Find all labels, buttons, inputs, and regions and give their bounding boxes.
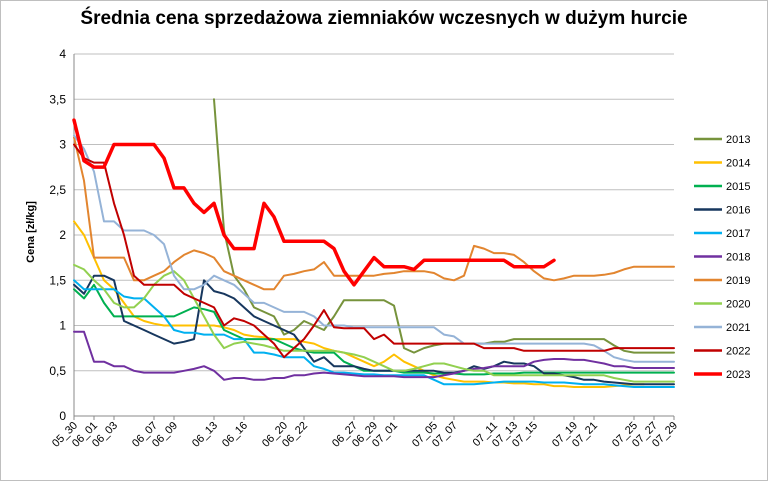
series-line-2018 <box>73 330 675 381</box>
legend-label-2021: 2021 <box>726 322 750 334</box>
y-tick-label: 3 <box>59 138 66 152</box>
series-line-2023 <box>72 118 556 287</box>
y-tick-label: 0 <box>59 409 66 423</box>
legend-label-2014: 2014 <box>726 158 750 170</box>
y-tick-label: 3,5 <box>49 92 66 106</box>
legend-label-2019: 2019 <box>726 275 750 287</box>
series-line-2019 <box>73 136 675 291</box>
series-line-2014 <box>73 220 645 388</box>
series-line-2013 <box>213 98 675 354</box>
x-tick-label: 06_16 <box>220 420 250 450</box>
y-axis-label: Cena [zł/kg] <box>25 201 37 263</box>
series-line-2021 <box>73 134 675 363</box>
legend-label-2020: 2020 <box>726 299 750 311</box>
legend-label-2017: 2017 <box>726 228 750 240</box>
series-line-2016 <box>73 274 675 386</box>
series-line-2020 <box>73 263 675 383</box>
y-tick-label: 1,5 <box>49 273 66 287</box>
chart-title: Średnia cena sprzedażowa ziemniaków wcze… <box>80 8 688 29</box>
legend-label-2015: 2015 <box>726 181 750 193</box>
y-tick-label: 2 <box>59 228 66 242</box>
legend: 2013 2014 2015 2016 2017 2018 2019 2020 2021 2022… <box>694 134 750 381</box>
legend-label-2022: 2022 <box>726 346 750 358</box>
legend-label-2023: 2023 <box>726 369 750 381</box>
y-tick-label: 2,5 <box>49 183 66 197</box>
x-tick-label: 06_13 <box>190 420 220 450</box>
legend-label-2018: 2018 <box>726 252 750 264</box>
series-lines <box>72 98 675 388</box>
legend-label-2016: 2016 <box>726 205 750 217</box>
legend-label-2013: 2013 <box>726 134 750 146</box>
series-line-2017 <box>73 279 675 388</box>
y-tick-label: 1 <box>59 319 66 333</box>
y-tick-label: 4 <box>59 47 66 61</box>
series-line-2022 <box>73 143 675 359</box>
y-tick-label: 0,5 <box>49 364 66 378</box>
gridlines <box>74 53 674 417</box>
